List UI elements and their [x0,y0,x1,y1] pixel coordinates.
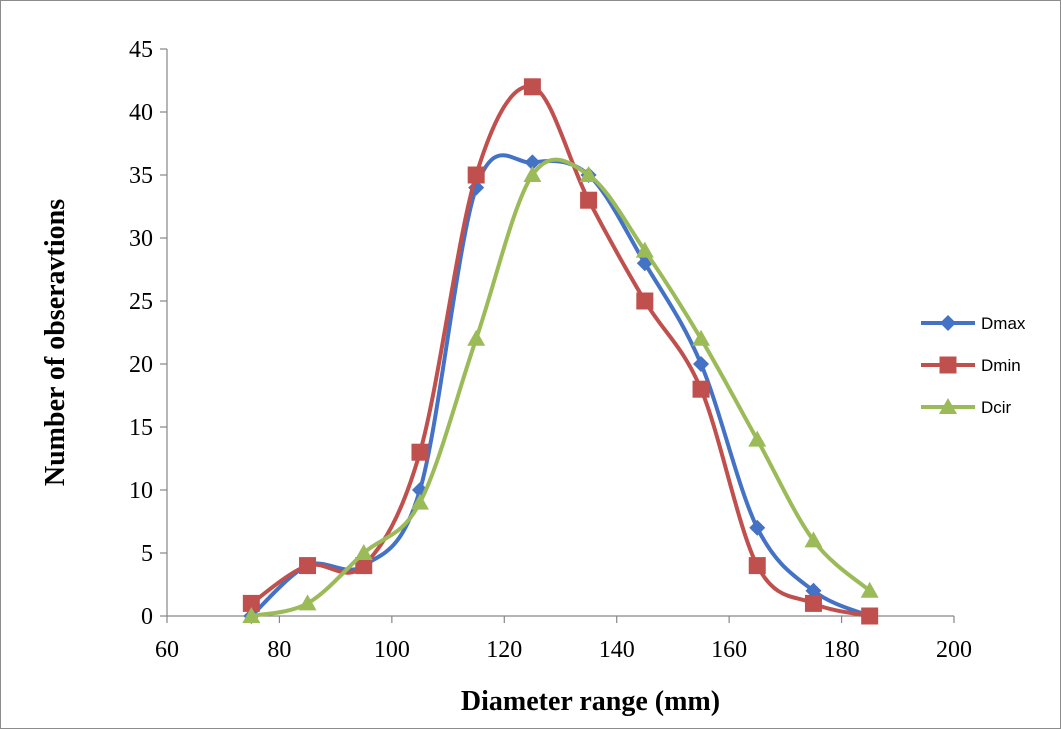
data-point-dcir [748,430,767,447]
legend-item-dcir: Dcir [921,398,1012,417]
data-point-dmax [524,154,541,171]
data-point-dcir [579,166,598,182]
x-tick-label: 120 [486,637,522,663]
data-point-dcir [298,594,317,611]
data-point-dmin [804,594,822,612]
y-tick-label: 30 [129,226,153,252]
y-tick-label: 45 [129,37,153,63]
x-axis-title: Diameter range (mm) [461,686,720,717]
x-tick-label: 140 [599,637,635,663]
legend-item-dmin: Dmin [921,356,1021,375]
y-tick-label: 35 [129,163,153,189]
legend-marker-dmin [939,356,957,374]
data-point-dmin [411,443,429,461]
legend-label-dcir: Dcir [981,398,1012,417]
axes: 0 5 10 15 20 25 30 35 40 45 60 80 100 120 140 160 180 200 [129,37,972,663]
data-point-dmin [580,191,598,209]
legend: Dmax Dmin Dcir [921,314,1026,417]
y-tick-label: 0 [141,604,153,630]
series-dmax [243,153,878,624]
y-tick-label: 20 [129,352,153,378]
y-tick-label: 5 [141,541,153,567]
series-dcir [242,157,879,623]
y-axis-title: Number of obseravtions [40,199,71,486]
x-tick-label: 200 [936,637,972,663]
y-tick-label: 40 [129,100,153,126]
data-point-dmin [523,78,541,96]
data-point-dcir [692,329,711,346]
x-tick-label: 60 [155,637,179,663]
x-tick-label: 100 [374,637,410,663]
data-point-dcir [410,493,429,510]
y-tick-label: 25 [129,289,153,315]
data-point-dmin [692,380,710,398]
data-point-dcir [354,544,373,560]
data-point-dmax [693,356,710,372]
x-tick-label: 180 [824,637,860,663]
series-line-dcir [249,157,872,618]
data-point-dcir [804,531,823,548]
legend-marker-dmax [940,315,956,331]
data-point-dcir [860,581,879,598]
x-tick-label: 80 [267,637,291,663]
y-tick-label: 10 [129,478,153,504]
legend-label-dmin: Dmin [981,356,1021,375]
data-point-dmin [355,557,373,575]
data-point-dmin [242,594,260,612]
data-point-dcir [467,329,486,346]
data-point-dmin [861,607,879,625]
series-line-dmin [249,84,872,618]
data-point-dmin [467,166,485,184]
data-point-dmax [805,582,822,599]
data-point-dmax [749,519,766,536]
legend-marker-dcir [939,398,957,414]
data-point-dmin [748,557,766,575]
series-line-dmax [249,153,872,618]
data-point-dcir [242,607,261,623]
data-point-dcir [635,241,654,258]
legend-label-dmax: Dmax [981,314,1026,333]
data-point-dmin [299,557,317,575]
legend-item-dmax: Dmax [921,314,1026,333]
x-tick-label: 160 [711,637,747,663]
y-tick-label: 15 [129,415,153,441]
series-layer [242,78,879,625]
data-point-dcir [523,166,542,182]
data-point-dmin [636,292,654,310]
